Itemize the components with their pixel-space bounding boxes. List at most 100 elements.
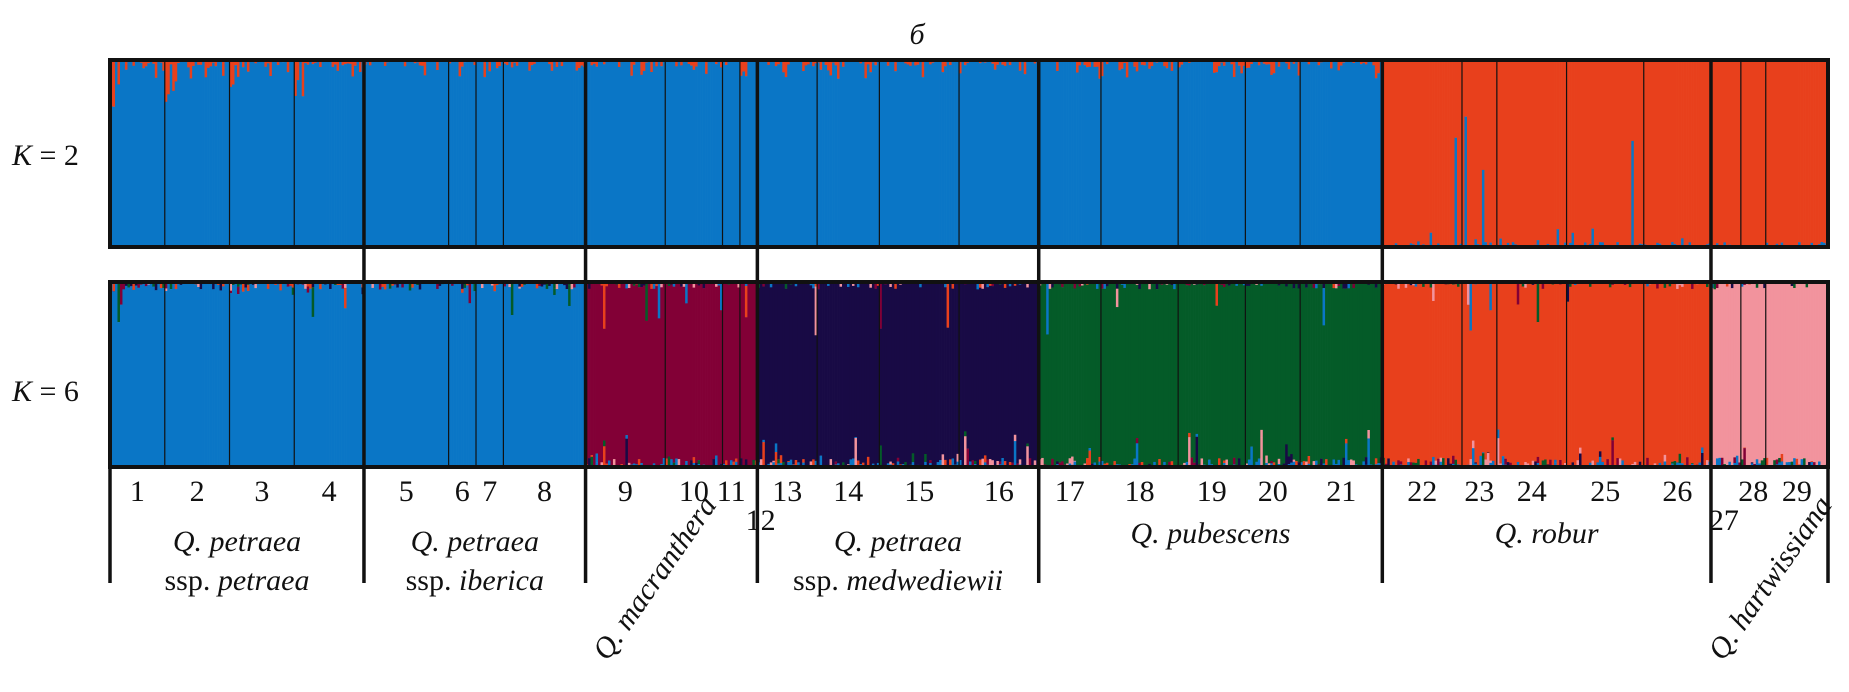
k6-individual-bar [799, 282, 803, 466]
k2-individual-bar [1598, 242, 1602, 248]
k2-individual-bar [1768, 60, 1772, 248]
k2-individual-bar [1265, 60, 1269, 65]
k6-individual-bar [869, 287, 873, 466]
k2-individual-bar [1636, 60, 1640, 248]
k2-individual-bar [1449, 60, 1453, 248]
k6-individual-bar [381, 286, 385, 468]
k2-individual-bar [1242, 60, 1246, 66]
k2-individual-bar [286, 60, 290, 73]
k2-individual-bar [1213, 72, 1216, 248]
k2-individual-bar [705, 73, 708, 248]
k6-individual-bar [752, 459, 756, 468]
k6-individual-bar [1148, 282, 1152, 290]
k2-individual-bar [1414, 60, 1418, 247]
k2-individual-bar [580, 65, 584, 248]
k6-individual-bar [1247, 285, 1251, 460]
k2-individual-bar [386, 62, 390, 248]
k6-individual-bar [625, 435, 629, 439]
k2-individual-bar [720, 67, 723, 248]
k6-individual-bar [752, 282, 756, 461]
k6-individual-bar [1170, 461, 1174, 468]
k6-individual-bar [1008, 286, 1012, 463]
k6-individual-bar [911, 462, 915, 468]
k6-individual-bar [1666, 282, 1669, 468]
k6-individual-bar [1524, 282, 1528, 288]
k2-individual-bar [1372, 60, 1376, 66]
k6-individual-bar [904, 461, 908, 468]
k2-individual-bar [662, 60, 666, 248]
k6-individual-bar [588, 288, 591, 459]
k2-individual-bar [1247, 60, 1251, 68]
k6-individual-bar [1818, 282, 1821, 462]
k2-individual-bar [209, 60, 213, 67]
k2-individual-bar [1232, 77, 1236, 248]
k6-individual-bar [1225, 459, 1229, 468]
k6-individual-bar [1626, 283, 1630, 468]
k6-individual-bar [991, 460, 995, 468]
k6-individual-bar [1033, 282, 1037, 461]
k2-individual-bar [1544, 60, 1547, 248]
k2-individual-bar [1203, 61, 1206, 248]
k2-individual-bar [301, 60, 305, 97]
k2-individual-bar [1803, 60, 1806, 248]
k6-individual-bar [959, 460, 962, 466]
k2-individual-bar [1359, 64, 1363, 248]
k2-individual-bar [630, 75, 634, 248]
k6-individual-bar [1758, 282, 1762, 464]
k6-individual-bar [573, 287, 576, 468]
k6-individual-bar [874, 288, 878, 466]
k2-individual-bar [508, 60, 512, 248]
k2-individual-bar [289, 60, 293, 248]
k6-individual-bar [1260, 285, 1264, 431]
k6-individual-bar [667, 456, 671, 466]
k6-individual-bar [254, 282, 258, 289]
k2-individual-bar [1447, 60, 1450, 248]
k6-individual-bar [401, 287, 405, 468]
k2-individual-bar [1173, 60, 1177, 248]
k2-individual-bar [1100, 76, 1104, 248]
k6-individual-bar [625, 438, 629, 468]
k2-individual-bar [453, 60, 457, 248]
k6-individual-bar [119, 304, 123, 468]
k6-individual-bar [802, 459, 806, 463]
k2-individual-bar [1168, 60, 1172, 248]
k6-individual-bar [1145, 282, 1149, 468]
k6-individual-bar [329, 288, 332, 468]
k6-individual-bar [1220, 284, 1224, 468]
k6-individual-bar [1541, 460, 1545, 468]
k6-individual-bar [921, 282, 925, 468]
k6-individual-bar [1733, 283, 1737, 458]
k6-individual-bar [787, 461, 791, 463]
k2-individual-bar [869, 60, 873, 73]
k6-individual-bar [1569, 286, 1572, 468]
k2-individual-bar [1028, 60, 1032, 248]
k6-individual-bar [1325, 459, 1328, 468]
k6-individual-bar [605, 286, 609, 464]
k2-individual-bar [1315, 60, 1318, 248]
k6-individual-bar [605, 282, 609, 287]
k2-individual-bar [1095, 66, 1099, 248]
k6-individual-bar [1571, 282, 1575, 463]
k6-individual-bar [388, 282, 392, 289]
k6-individual-bar [279, 282, 283, 291]
k2-individual-bar [1658, 60, 1662, 244]
k6-individual-bar [1016, 282, 1020, 464]
k6-individual-bar [588, 282, 591, 289]
k6-individual-bar [647, 282, 651, 468]
k6-individual-bar [879, 445, 883, 468]
k2-individual-bar [1091, 60, 1094, 248]
k2-individual-bar [423, 60, 427, 76]
k6-individual-bar [1730, 288, 1734, 468]
k6-individual-bar [1237, 458, 1241, 468]
k6-individual-bar [483, 282, 487, 468]
k6-individual-bar [1412, 462, 1416, 468]
k2-individual-bar [749, 60, 753, 248]
k2-individual-bar [1073, 60, 1077, 248]
k6-individual-bar [1392, 461, 1396, 468]
k6-individual-bar [1407, 458, 1411, 463]
k6-individual-bar [1805, 287, 1809, 468]
k6-individual-bar [555, 282, 559, 290]
k6-individual-bar [448, 282, 452, 468]
k2-individual-bar [1081, 60, 1084, 248]
k2-individual-bar [879, 60, 883, 248]
